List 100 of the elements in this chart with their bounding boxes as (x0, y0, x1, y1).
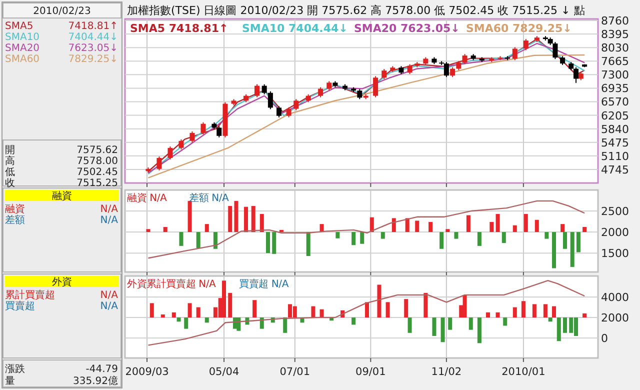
candlestick (523, 38, 528, 51)
bar (432, 318, 436, 336)
text: 7404.44↓ (68, 32, 118, 43)
bar (228, 292, 232, 318)
bar (370, 217, 374, 232)
y-tick-label: 8395 (601, 28, 629, 42)
y-tick-label: 5475 (601, 136, 629, 150)
bar (196, 307, 200, 318)
bar (543, 304, 548, 318)
text: 7515.25 (76, 178, 118, 189)
bar (279, 230, 284, 232)
bar (146, 229, 150, 232)
bar (582, 313, 587, 318)
bar (222, 280, 226, 318)
bar (503, 318, 508, 326)
candlestick (462, 54, 468, 65)
bar (176, 318, 181, 322)
text: SMA10 7404.44↓ (242, 22, 348, 35)
bar (244, 206, 248, 232)
bar (512, 307, 517, 318)
candlestick (407, 64, 412, 75)
bar (496, 214, 500, 232)
x-tick-label: 2009/03 (125, 366, 169, 378)
bar (448, 318, 452, 330)
candlestick (200, 122, 206, 135)
bar (560, 224, 565, 232)
x-tick-label: 05/04 (208, 366, 240, 378)
candlestick (444, 62, 449, 78)
bar (490, 222, 494, 232)
y-tick-label: 0 (601, 332, 608, 346)
x-tick-label: 09/01 (356, 366, 386, 378)
bar (260, 318, 264, 329)
bar (336, 232, 340, 238)
text: 買賣超 (5, 300, 35, 312)
y-tick-label: 7300 (601, 68, 629, 82)
candlestick (450, 66, 456, 78)
bar (486, 312, 490, 318)
annotation: 買賣超 N/A (239, 278, 289, 290)
series-label: SMA60 7829.25↓ (466, 22, 572, 35)
bar (260, 214, 264, 232)
y-tick-label: 8030 (601, 42, 629, 55)
y-tick-label: 4000 (601, 291, 629, 304)
candlestick (574, 66, 578, 84)
annotation: 差額 N/A (189, 192, 230, 204)
y-tick-label: 6570 (601, 96, 629, 109)
bar (306, 232, 310, 256)
text: 7578.00 (76, 156, 118, 167)
text: 融資 (52, 190, 72, 202)
candlestick (456, 60, 462, 71)
bar (466, 215, 470, 232)
bar (150, 303, 154, 318)
text: 收 (5, 178, 15, 189)
bar (320, 309, 324, 318)
bar (196, 232, 200, 248)
bar (283, 318, 288, 333)
text: SMA20 (5, 43, 40, 54)
text: 外資 (52, 276, 72, 288)
bar (172, 312, 176, 318)
text: 融資 (5, 203, 25, 215)
text: 差額 (5, 214, 25, 226)
line-series (148, 280, 586, 346)
bar (524, 214, 528, 232)
bar (377, 284, 382, 318)
bar (576, 232, 580, 252)
bar (228, 206, 232, 232)
text: 漲跌 (5, 363, 25, 375)
bar (462, 294, 467, 318)
candlestick (262, 84, 267, 95)
candlestick (294, 98, 299, 111)
text: N/A (100, 215, 118, 226)
y-tick-label: 4745 (601, 163, 629, 176)
y-tick-label: 6205 (601, 109, 629, 122)
bar (415, 220, 420, 232)
y-tick-label: 2000 (601, 312, 629, 325)
bar (440, 232, 444, 249)
bar (477, 232, 482, 246)
chart-title: 加權指數(TSE) 日線圖 2010/02/23 開 7575.62 高 7578.00 低 7502.45 收 7515.25 ↓ 點 (127, 4, 585, 17)
bar (252, 300, 257, 318)
bar (234, 200, 238, 232)
bar (405, 218, 410, 232)
text: N/A (100, 301, 118, 312)
text: 7418.81↑ (68, 21, 118, 32)
candlestick (276, 106, 282, 118)
candlestick (156, 156, 162, 171)
annotation: 外資累計買賣超 N/A (127, 278, 216, 290)
y-tick-label: 5110 (601, 150, 629, 163)
text: 量 (5, 376, 15, 387)
text: 2010/02/23 (33, 6, 91, 17)
text: SMA60 (5, 54, 40, 65)
annotation: 融資 N/A (127, 192, 168, 204)
bar (204, 318, 209, 323)
text: 低 (5, 167, 15, 178)
candlestick (326, 80, 332, 91)
bar (392, 218, 396, 232)
y-tick-label: 2000 (601, 226, 629, 240)
bar (311, 306, 316, 318)
x-tick-label: 2010/01 (502, 366, 546, 378)
bar (360, 232, 364, 244)
text: SMA20 7623.05↓ (354, 22, 460, 35)
bar (251, 206, 256, 232)
